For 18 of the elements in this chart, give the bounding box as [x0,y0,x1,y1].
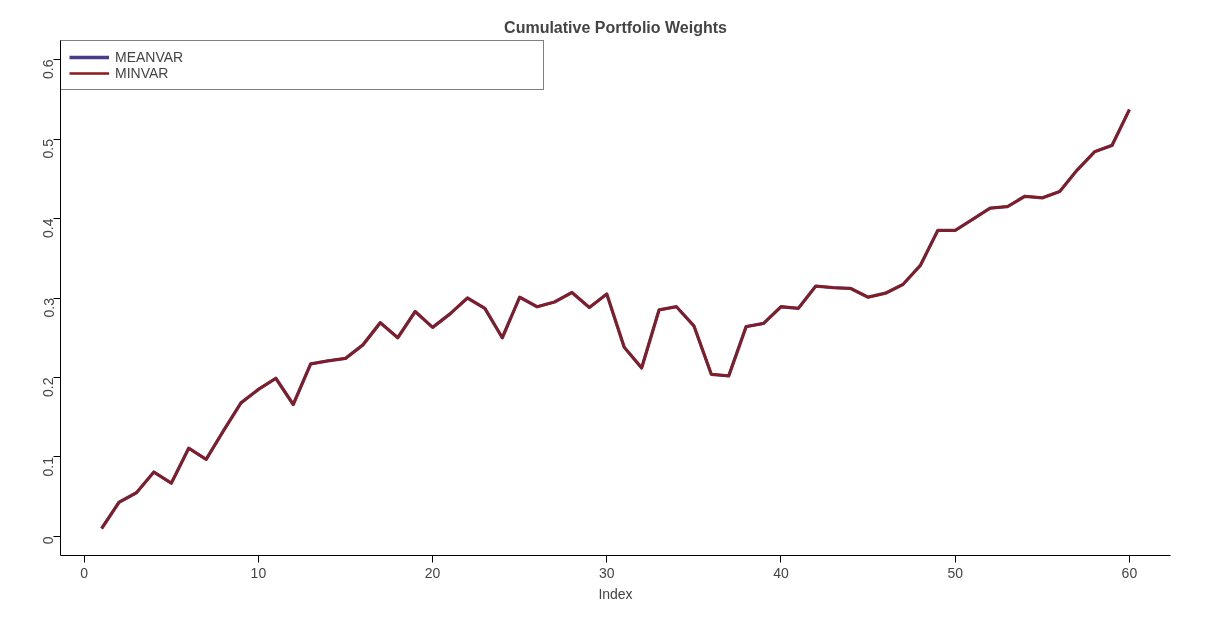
y-tick-label: 0.1 [40,456,57,477]
x-tick-label: 30 [599,564,615,581]
y-tick-label: 0.4 [40,218,57,238]
y-tick-label: 0.6 [40,59,57,80]
y-tick-label: 0.5 [40,138,57,159]
x-axis-title: Index [598,585,633,602]
x-tick-label: 40 [773,564,789,581]
x-tick-label: 50 [947,564,964,581]
y-tick-label: 0.2 [40,377,57,397]
x-tick-label: 60 [1121,564,1138,581]
x-tick-label: 20 [424,564,441,581]
legend-label: MINVAR [115,65,170,81]
x-tick-label: 0 [80,564,89,581]
y-tick-label: 0.3 [40,297,57,318]
x-tick-label: 10 [250,564,267,581]
y-tick-label: 0 [40,536,57,545]
legend-label: MEANVAR [115,49,185,65]
chart-title: Cumulative Portfolio Weights [504,18,728,36]
